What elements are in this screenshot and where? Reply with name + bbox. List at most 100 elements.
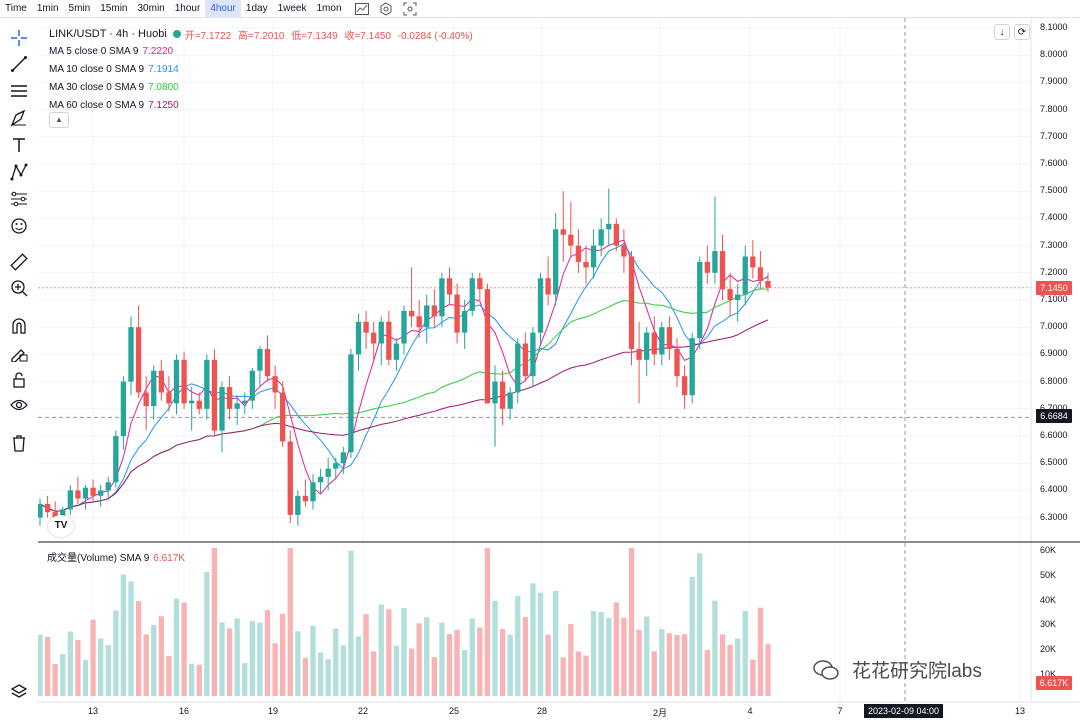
candle-body: [545, 278, 551, 295]
price-axis-label: 7.6000: [1040, 158, 1068, 168]
collapse-legend-button[interactable]: ▲: [49, 112, 69, 128]
refresh-icon[interactable]: ⟳: [1014, 24, 1030, 40]
price-axis-label: 7.3000: [1040, 239, 1068, 250]
layers-icon[interactable]: [8, 681, 30, 703]
volume-bar: [340, 645, 346, 696]
ma-value: 7.1250: [148, 100, 179, 111]
price-axis-label: 7.7000: [1040, 130, 1068, 141]
time-axis-label: 19: [267, 706, 279, 716]
volume-bar: [295, 631, 301, 696]
time-axis-label: 2月: [652, 708, 668, 718]
volume-bar: [537, 592, 544, 696]
volume-bar: [446, 634, 453, 696]
crosshair-icon[interactable]: [8, 27, 30, 49]
eye-icon[interactable]: [8, 394, 30, 416]
volume-bar: [333, 628, 339, 696]
volume-axis-label: 20K: [1040, 644, 1057, 655]
candle-body: [719, 251, 726, 290]
volume-axis-label: 60K: [1040, 545, 1057, 555]
fib-icon[interactable]: [8, 188, 30, 210]
timeframe-15min[interactable]: 15min: [100, 2, 128, 14]
volume-bar: [424, 617, 430, 696]
high-value: 高=7.2010: [238, 30, 285, 42]
low-value: 低=7.1349: [291, 30, 338, 42]
candle-body: [454, 294, 460, 333]
price-axis-label: 7.5000: [1040, 185, 1068, 196]
horizontal-lines-icon[interactable]: [8, 80, 30, 102]
candle-body: [82, 487, 89, 499]
volume-bar: [484, 548, 491, 696]
ma-label: MA 60 close 0 SMA 9: [49, 100, 145, 111]
timeframe-1day[interactable]: 1day: [245, 2, 268, 14]
ma-value: 7.1914: [148, 64, 179, 75]
settings-icon[interactable]: [377, 1, 395, 16]
price-chart[interactable]: [38, 18, 1080, 720]
volume-bar: [264, 610, 271, 696]
ruler-icon[interactable]: [8, 251, 30, 273]
wechat-icon: [813, 659, 839, 680]
candle-body: [575, 245, 582, 262]
brush-icon[interactable]: [8, 107, 30, 129]
text-icon[interactable]: [8, 134, 30, 156]
candle-body: [120, 381, 127, 436]
price-axis-label: 6.7000: [1040, 402, 1068, 413]
volume-bar: [689, 576, 695, 696]
candle-body: [439, 278, 445, 317]
timeframe-1min[interactable]: 1min: [36, 2, 59, 14]
magnet-icon[interactable]: [8, 315, 30, 337]
candle-body: [98, 490, 104, 496]
price-axis-label: 7.8000: [1040, 103, 1068, 114]
candle-body: [553, 229, 559, 295]
ma-value: 7.0800: [148, 82, 179, 93]
ma5-line: [39, 239, 769, 512]
indicator-icon[interactable]: [353, 2, 371, 16]
candle-body: [651, 332, 657, 355]
candle-body: [697, 261, 703, 339]
candle-body: [363, 321, 369, 333]
candle-body: [90, 487, 96, 496]
candle-body: [530, 332, 536, 377]
volume-bar: [82, 660, 89, 696]
zoom-in-icon[interactable]: [8, 277, 30, 299]
volume-bar: [226, 628, 233, 696]
emoji-icon[interactable]: [8, 215, 30, 237]
candle-body: [621, 245, 627, 257]
pattern-icon[interactable]: [8, 161, 30, 183]
candle-body: [181, 359, 187, 404]
download-icon[interactable]: ↓: [994, 24, 1010, 40]
fullscreen-icon[interactable]: [401, 2, 419, 16]
timeframe-1mon[interactable]: 1mon: [316, 2, 342, 14]
lock-drawing-icon[interactable]: [8, 342, 30, 364]
timeframe-1hour[interactable]: 1hour: [174, 2, 201, 14]
candle-body: [499, 381, 506, 409]
candle-body: [355, 321, 362, 355]
volume-bar: [757, 607, 764, 696]
ma-legend-row: MA 5 close 0 SMA 9 7.2220: [49, 43, 477, 61]
candle-body: [515, 343, 521, 393]
volume-bar: [545, 634, 551, 696]
trendline-icon[interactable]: [8, 53, 30, 75]
timeframe-time[interactable]: Time: [5, 2, 27, 14]
lock-icon[interactable]: [8, 369, 30, 391]
timeframe-1week[interactable]: 1week: [277, 2, 307, 14]
timeframe-4hour[interactable]: 4hour: [205, 0, 241, 18]
volume-bar: [401, 608, 407, 696]
timeframe-5min[interactable]: 5min: [68, 2, 91, 14]
candle-body: [735, 294, 741, 300]
volume-bar: [575, 651, 582, 696]
watermark: 花花研究院labs: [812, 656, 982, 683]
volume-bar: [317, 652, 324, 696]
ma-label: MA 5 close 0 SMA 9: [49, 46, 139, 57]
ma-legend-row: MA 60 close 0 SMA 9 7.1250: [49, 97, 477, 115]
volume-bar: [477, 627, 483, 696]
candle-body: [189, 400, 195, 404]
timeframe-30min[interactable]: 30min: [137, 2, 165, 14]
volume-bar: [234, 618, 240, 696]
candle-body: [44, 504, 51, 513]
trash-icon[interactable]: [8, 432, 30, 454]
volume-bar: [287, 548, 293, 696]
candle-body: [105, 482, 111, 491]
volume-axis-label: 50K: [1040, 569, 1057, 580]
candle-body: [765, 280, 771, 288]
volume-bar: [636, 629, 642, 696]
